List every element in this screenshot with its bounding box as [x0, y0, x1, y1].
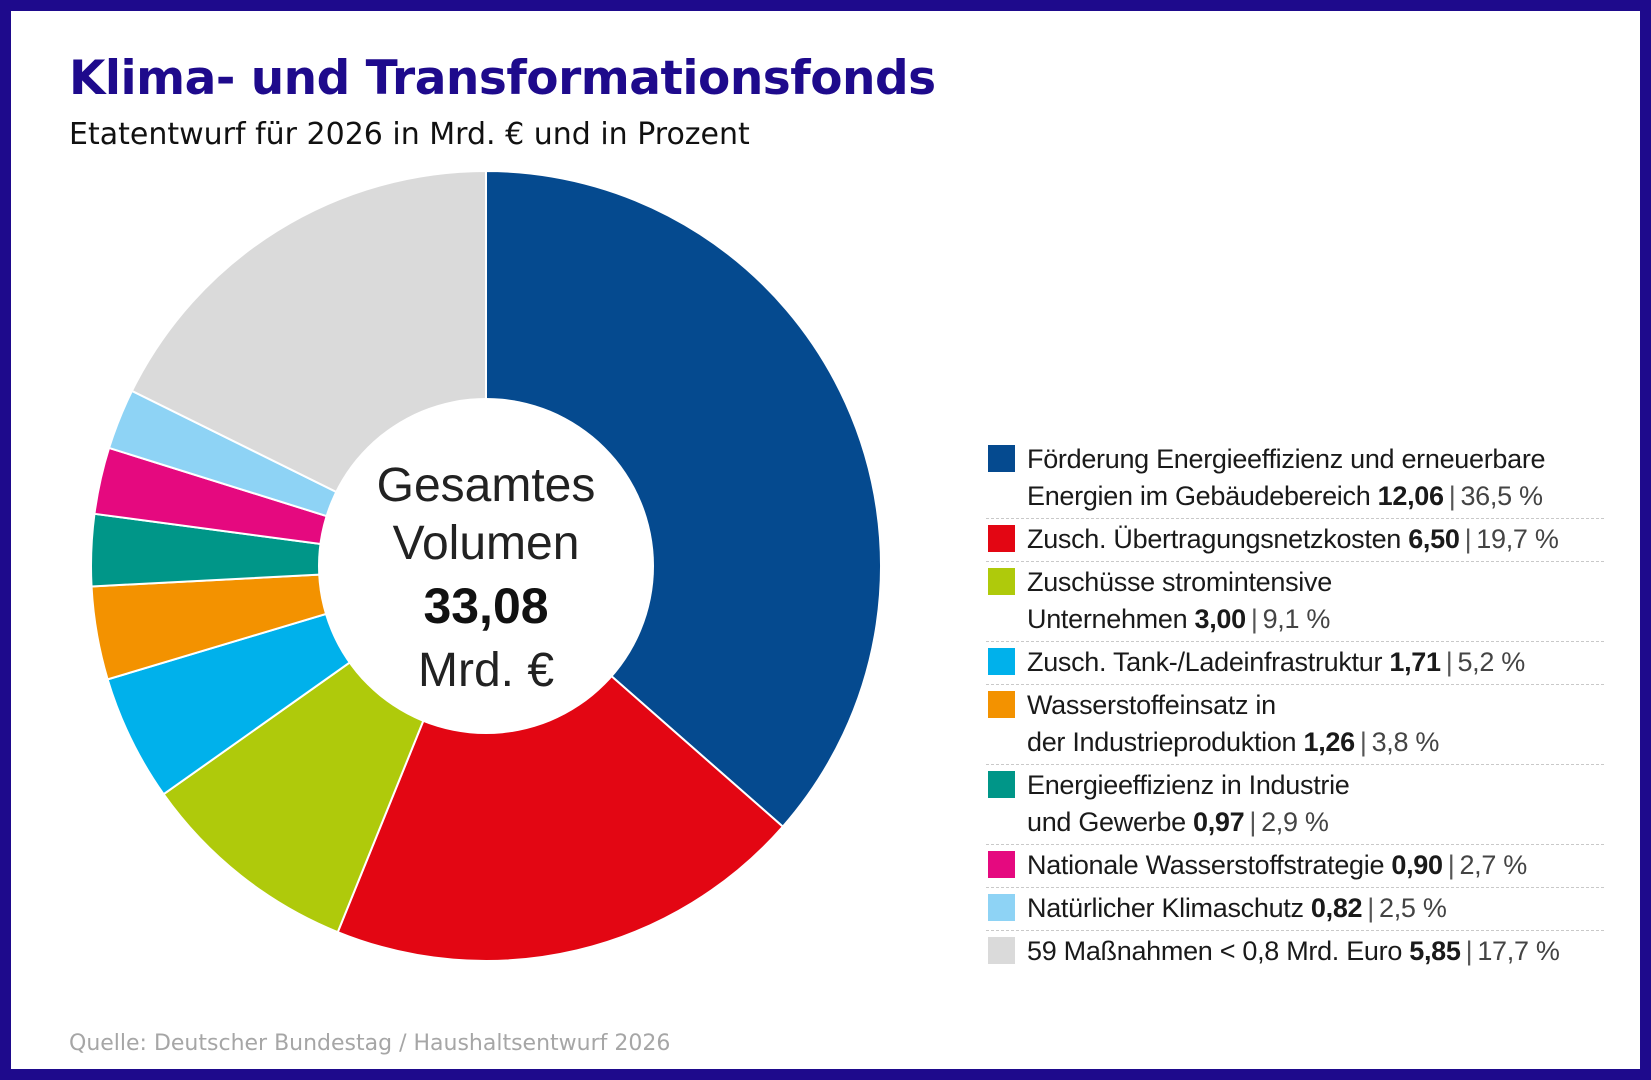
- legend-separator: |: [1464, 524, 1472, 554]
- legend-value: 5,85: [1409, 936, 1461, 966]
- legend-separator: |: [1249, 807, 1257, 837]
- legend-separator: |: [1445, 647, 1453, 677]
- legend-value: 1,26: [1303, 727, 1355, 757]
- legend-percent: 2,7 %: [1459, 850, 1528, 880]
- legend-label: Energien im Gebäudebereich: [1027, 481, 1371, 511]
- legend-label: und Gewerbe: [1027, 807, 1186, 837]
- legend-label: Zusch. Tank-/Ladeinfrastruktur: [1027, 647, 1383, 677]
- legend-text: Zusch. Tank-/Ladeinfrastruktur 1,71 | 5,2 …: [1027, 644, 1604, 681]
- legend-item: Förderung Energieeffizienz und erneuerba…: [986, 439, 1604, 519]
- legend-separator: |: [1367, 893, 1374, 923]
- legend-value: 1,71: [1389, 647, 1441, 677]
- legend-text: 59 Maßnahmen < 0,8 Mrd. Euro 5,85 | 17,7 %: [1027, 933, 1604, 970]
- center-label-line2: Volumen: [393, 517, 580, 570]
- legend-text: Wasserstoffeinsatz in der Industrieproduk…: [1027, 687, 1604, 761]
- legend-item: Natürlicher Klimaschutz 0,82 | 2,5 %: [986, 888, 1604, 931]
- legend-text: Natürlicher Klimaschutz 0,82 | 2,5 %: [1027, 890, 1604, 927]
- legend-label: Wasserstoffeinsatz in: [1027, 690, 1276, 720]
- source-note: Quelle: Deutscher Bundestag / Haushaltse…: [69, 1031, 671, 1056]
- legend-item: Nationale Wasserstoffstrategie 0,90 | 2,7 …: [986, 845, 1604, 888]
- legend-text: Nationale Wasserstoffstrategie 0,90 | 2,7 …: [1027, 847, 1604, 884]
- legend-item: Energieeffizienz in Industrie und Gewerbe…: [986, 765, 1604, 845]
- donut-hole: [318, 398, 654, 734]
- center-label-line1: Gesamtes: [377, 459, 596, 512]
- legend-separator: |: [1465, 936, 1473, 966]
- legend-percent: 19,7 %: [1476, 524, 1559, 554]
- legend-percent: 3,8 %: [1371, 727, 1440, 757]
- legend-value: 0,82: [1310, 893, 1363, 923]
- legend-label: Natürlicher Klimaschutz: [1027, 893, 1304, 923]
- legend-swatch: [988, 771, 1015, 798]
- legend-value: 12,06: [1377, 481, 1444, 511]
- legend-swatch: [988, 525, 1015, 552]
- legend-text: Zuschüsse stromintensive Unternehmen 3,00…: [1027, 564, 1604, 638]
- center-total-value: 33,08: [423, 578, 548, 634]
- legend-value: 0,97: [1193, 807, 1245, 837]
- legend-percent: 2,5 %: [1378, 893, 1447, 923]
- legend-percent: 9,1 %: [1262, 604, 1331, 634]
- legend-separator: |: [1447, 850, 1455, 880]
- legend-item: Zuschüsse stromintensive Unternehmen 3,00…: [986, 562, 1604, 642]
- legend-swatch: [988, 648, 1015, 675]
- center-label: Gesamtes Volumen 33,08 Mrd. €: [377, 459, 596, 697]
- legend-item: Wasserstoffeinsatz in der Industrieproduk…: [986, 685, 1604, 765]
- legend-label: Förderung Energieeffizienz und erneuerba…: [1027, 444, 1546, 474]
- legend-swatch: [988, 851, 1015, 878]
- legend-value: 0,90: [1391, 850, 1443, 880]
- legend-separator: |: [1359, 727, 1367, 757]
- legend-swatch: [988, 894, 1015, 921]
- chart-legend: Förderung Energieeffizienz und erneuerba…: [986, 439, 1604, 973]
- legend-item: 59 Maßnahmen < 0,8 Mrd. Euro 5,85 | 17,7 %: [986, 931, 1604, 973]
- legend-text: Zusch. Übertragungsnetzkosten 6,50 | 19,7 …: [1027, 521, 1604, 558]
- chart-subtitle: Etatentwurf für 2026 in Mrd. € und in Pr…: [69, 117, 750, 152]
- legend-swatch: [988, 937, 1015, 964]
- legend-swatch: [988, 445, 1015, 472]
- center-total-unit: Mrd. €: [418, 644, 554, 697]
- legend-swatch: [988, 691, 1015, 718]
- legend-separator: |: [1448, 481, 1456, 511]
- legend-label: Zuschüsse stromintensive: [1027, 567, 1332, 597]
- legend-label: der Industrieproduktion: [1027, 727, 1297, 757]
- legend-percent: 17,7 %: [1477, 936, 1560, 966]
- legend-label: Unternehmen: [1027, 604, 1188, 634]
- legend-separator: |: [1250, 604, 1258, 634]
- legend-label: Zusch. Übertragungsnetzkosten: [1027, 524, 1402, 554]
- legend-item: Zusch. Tank-/Ladeinfrastruktur 1,71 | 5,2 …: [986, 642, 1604, 685]
- legend-value: 3,00: [1194, 604, 1247, 634]
- legend-label: Energieeffizienz in Industrie: [1027, 770, 1350, 800]
- legend-text: Energieeffizienz in Industrie und Gewerbe…: [1027, 767, 1604, 841]
- donut-chart: Gesamtes Volumen 33,08 Mrd. €: [90, 171, 882, 962]
- pie-slice-1: [485, 171, 882, 829]
- legend-label: Nationale Wasserstoffstrategie: [1027, 850, 1385, 880]
- legend-percent: 2,9 %: [1261, 807, 1329, 837]
- legend-swatch: [988, 568, 1015, 595]
- legend-item: Zusch. Übertragungsnetzkosten 6,50 | 19,7 …: [986, 519, 1604, 562]
- chart-title: Klima- und Transformationsfonds: [69, 51, 936, 106]
- legend-percent: 36,5 %: [1460, 481, 1543, 511]
- legend-value: 6,50: [1408, 524, 1460, 554]
- legend-label: 59 Maßnahmen < 0,8 Mrd. Euro: [1027, 936, 1403, 966]
- legend-text: Förderung Energieeffizienz und erneuerba…: [1027, 441, 1604, 515]
- legend-percent: 5,2 %: [1457, 647, 1525, 677]
